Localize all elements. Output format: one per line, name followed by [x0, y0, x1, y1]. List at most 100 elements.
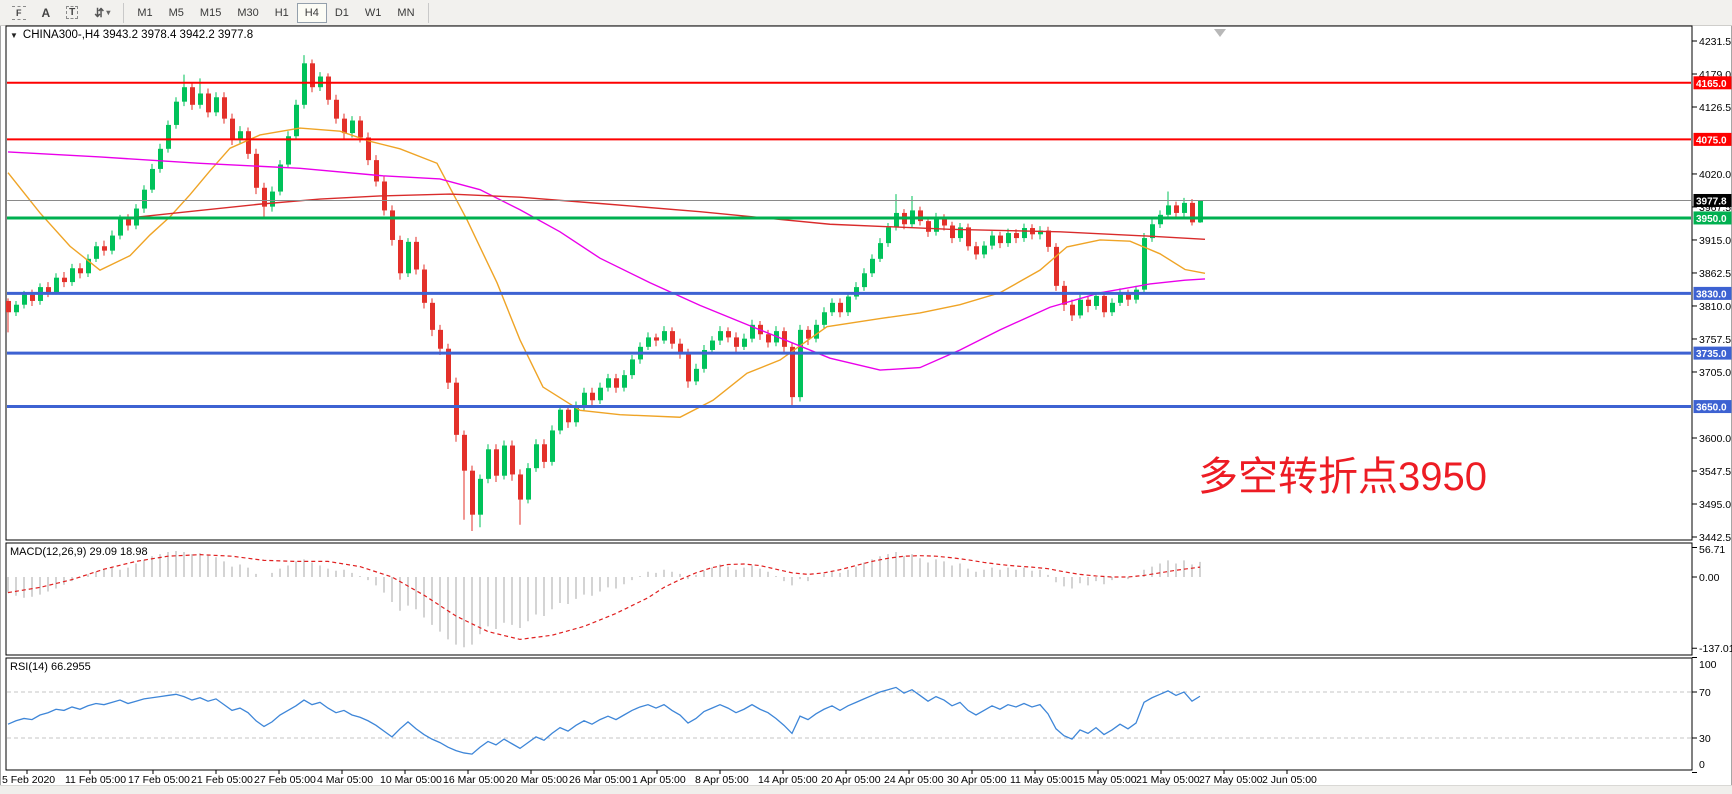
- chart-shift-marker-icon[interactable]: [1214, 29, 1226, 37]
- candle-body: [1118, 293, 1123, 303]
- price-badge: [1693, 346, 1732, 360]
- price-tick-label: 3757.5: [1699, 334, 1731, 346]
- candle-body: [918, 210, 923, 222]
- candle-body: [934, 217, 939, 232]
- candle-body: [334, 99, 339, 119]
- candle-body: [926, 221, 931, 232]
- rsi-indicator-label: RSI(14) 66.2955: [10, 661, 91, 673]
- candle-body: [710, 340, 715, 350]
- symbol-dropdown-icon[interactable]: ▼: [10, 31, 18, 40]
- price-tick-label: 3600.0: [1699, 433, 1731, 445]
- time-tick-label: 14 Apr 05:00: [758, 774, 818, 786]
- timeframe-M5[interactable]: M5: [161, 3, 192, 23]
- price-tick-label: 3705.0: [1699, 367, 1731, 379]
- time-tick-label: 1 Apr 05:00: [632, 774, 686, 786]
- candle-body: [1006, 233, 1011, 244]
- price-tick-label: 3547.5: [1699, 466, 1731, 478]
- price-tick-label: 4231.5: [1699, 36, 1731, 48]
- candle-body: [1166, 205, 1171, 215]
- candle-body: [1014, 233, 1019, 239]
- timeframe-H4[interactable]: H4: [296, 2, 327, 23]
- rsi-panel: [5, 657, 1693, 771]
- candle-body: [1158, 214, 1163, 225]
- candle-body: [118, 219, 123, 236]
- timeframe-M15[interactable]: M15: [192, 3, 229, 23]
- candle-body: [422, 269, 427, 303]
- candle-body: [582, 392, 587, 407]
- candle-body: [1086, 299, 1091, 306]
- price-badge: [1693, 132, 1732, 146]
- price-tick-label: 3442.5: [1699, 532, 1731, 544]
- candle-body: [574, 406, 579, 423]
- macd-indicator-label: MACD(12,26,9) 29.09 18.98: [10, 546, 148, 558]
- candle-body: [614, 378, 619, 388]
- fibonacci-tool[interactable]: F: [5, 3, 33, 23]
- ma-medium-magenta-line: [7, 151, 1206, 371]
- text-label-tool[interactable]: T: [59, 3, 85, 23]
- candle-body: [326, 76, 331, 100]
- price-badge: [1693, 76, 1732, 90]
- candle-body: [462, 434, 467, 471]
- candle-body: [302, 63, 307, 105]
- candle-body: [646, 337, 651, 347]
- timeframe-H1[interactable]: H1: [267, 3, 297, 23]
- candle-body: [414, 241, 419, 270]
- candle-body: [678, 343, 683, 354]
- candle-body: [142, 189, 147, 209]
- candle-body: [398, 239, 403, 274]
- candle-body: [406, 241, 411, 274]
- status-strip: [0, 785, 1732, 794]
- timeframe-MN[interactable]: MN: [389, 3, 422, 23]
- candle-body: [1126, 293, 1131, 300]
- candle-body: [558, 409, 563, 431]
- time-tick-label: 11 Feb 05:00: [65, 774, 126, 786]
- price-tick-label: 3495.0: [1699, 499, 1731, 511]
- candle-body: [550, 430, 555, 462]
- price-badge-label: 3977.8: [1696, 196, 1727, 207]
- candle-body: [846, 296, 851, 313]
- time-tick-label: 10 Mar 05:00: [380, 774, 442, 786]
- candle-body: [150, 168, 155, 190]
- candle-body: [374, 160, 379, 182]
- time-tick-label: 11 May 05:00: [1010, 774, 1073, 786]
- price-axis[interactable]: 4231.54179.04126.54020.03967.53915.03862…: [1692, 36, 1732, 544]
- candle-body: [294, 104, 299, 137]
- candle-body: [782, 331, 787, 347]
- text-tool[interactable]: A: [35, 3, 58, 23]
- price-tick-label: 4126.5: [1699, 102, 1731, 114]
- time-tick-label: 16 Mar 05:00: [443, 774, 505, 786]
- macd-signal-line: [7, 554, 1201, 641]
- timeframe-W1[interactable]: W1: [357, 3, 390, 23]
- candle-body: [342, 118, 347, 134]
- timeframe-M30[interactable]: M30: [229, 3, 266, 23]
- candle-body: [78, 268, 83, 274]
- timeframe-M1[interactable]: M1: [129, 3, 160, 23]
- candle-body: [838, 302, 843, 313]
- candle-body: [174, 101, 179, 125]
- candle-body: [126, 219, 131, 226]
- candle-body: [1094, 295, 1099, 306]
- candle-body: [526, 468, 531, 500]
- time-tick-label: 15 May 05:00: [1073, 774, 1137, 786]
- candle-body: [1022, 228, 1027, 239]
- fibonacci-icon: F: [12, 5, 26, 20]
- candle-body: [590, 392, 595, 401]
- candle-body: [870, 258, 875, 274]
- candle-body: [70, 268, 75, 283]
- candle-body: [1190, 202, 1195, 223]
- candle-body: [310, 63, 315, 88]
- arrows-tool[interactable]: ⇵ ▾: [87, 3, 117, 23]
- chevron-down-icon[interactable]: ▾: [106, 8, 111, 17]
- candle-body: [390, 210, 395, 240]
- rsi-tick-label: 30: [1699, 733, 1711, 745]
- candle-body: [1054, 246, 1059, 286]
- candle-body: [950, 225, 955, 239]
- chart-title: CHINA300-,H4 3943.2 3978.4 3942.2 3977.8: [22, 29, 254, 41]
- candle-body: [822, 312, 827, 325]
- timeframe-D1[interactable]: D1: [327, 3, 357, 23]
- candle-body: [110, 235, 115, 251]
- time-axis[interactable]: 5 Feb 2020 11 Feb 05:00 17 Feb 05:00 21 Feb…: [2, 770, 1317, 786]
- time-tick-label: 20 Mar 05:00: [506, 774, 568, 786]
- price-badge-label: 4075.0: [1696, 135, 1727, 146]
- price-badge-label: 3735.0: [1696, 349, 1727, 360]
